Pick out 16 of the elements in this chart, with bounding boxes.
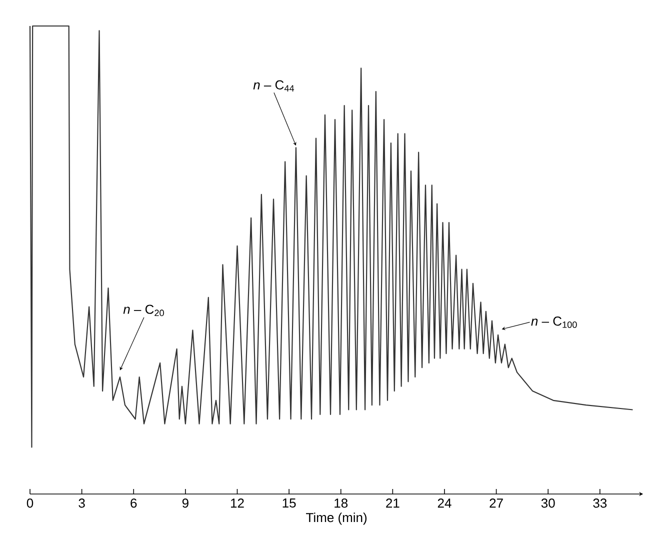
x-tick-label: 12 — [231, 498, 244, 508]
annotation: n – C$_{20}$ — [123, 304, 164, 316]
x-tick-label: 6 — [130, 498, 137, 508]
x-tick-label: 3 — [78, 498, 85, 508]
x-tick-label: 24 — [438, 498, 452, 508]
x-tick-label: 33 — [593, 498, 607, 508]
x-tick-label: 21 — [386, 498, 400, 508]
x-tick-label: 18 — [334, 498, 348, 508]
x-axis-title: Time (min) — [306, 512, 367, 525]
x-tick-label: 0 — [26, 498, 34, 508]
annotation: n – C$_{100}$ — [531, 316, 577, 328]
annotation: n – C$_{44}$ — [253, 80, 294, 92]
x-tick-label: 15 — [282, 498, 296, 508]
x-tick-label: 30 — [541, 498, 555, 508]
x-tick-label: 9 — [182, 498, 188, 508]
x-tick-label: 27 — [490, 498, 503, 508]
